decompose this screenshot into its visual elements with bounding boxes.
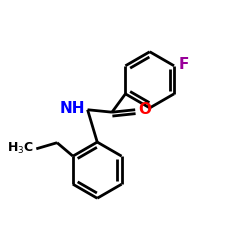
Text: F: F (178, 57, 189, 72)
Text: O: O (138, 102, 151, 117)
Text: H$_3$C: H$_3$C (7, 141, 34, 156)
Text: NH: NH (60, 101, 86, 116)
